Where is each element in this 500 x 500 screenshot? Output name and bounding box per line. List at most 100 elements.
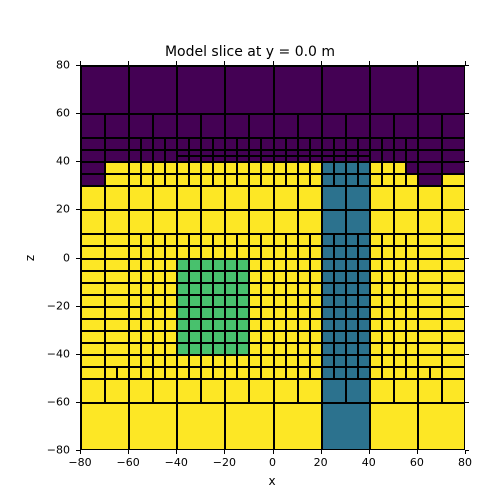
grid-cell: [346, 162, 358, 174]
grid-cell: [418, 162, 442, 174]
grid-cell: [406, 259, 418, 271]
grid-cell: [346, 114, 370, 138]
y-tick: [465, 113, 469, 114]
grid-cell: [274, 307, 286, 319]
y-tick: [76, 450, 80, 451]
grid-cell: [274, 246, 286, 258]
grid-cell: [105, 174, 129, 186]
grid-cell: [189, 283, 201, 295]
grid-cell: [201, 355, 213, 367]
grid-cell: [165, 307, 177, 319]
grid-cell: [370, 283, 382, 295]
x-tick-label: −40: [165, 456, 188, 469]
grid-cell: [105, 186, 129, 210]
y-tick: [465, 354, 469, 355]
x-tick-label: 20: [314, 456, 328, 469]
grid-cell: [370, 367, 382, 379]
grid-cell: [310, 234, 322, 246]
grid-cell: [81, 66, 129, 114]
grid-cell: [310, 319, 322, 331]
grid-cell: [225, 295, 237, 307]
grid-cell: [165, 355, 177, 367]
grid-cell: [418, 114, 442, 138]
y-tick: [465, 450, 469, 451]
grid-cell: [310, 162, 322, 174]
grid-cell: [358, 319, 370, 331]
grid-cell: [81, 114, 105, 138]
grid-cell: [201, 162, 213, 174]
grid-cell: [406, 271, 418, 283]
grid-cell: [261, 259, 273, 271]
grid-cell: [177, 331, 189, 343]
grid-cell: [394, 283, 406, 295]
grid-cell: [189, 162, 201, 174]
y-tick-label: 20: [30, 203, 70, 216]
grid-cell: [334, 307, 346, 319]
grid-cell: [394, 162, 406, 174]
grid-cell: [298, 367, 310, 379]
grid-cell: [201, 295, 213, 307]
grid-cell: [261, 367, 273, 379]
grid-cell: [129, 186, 153, 210]
grid-cell: [129, 355, 141, 367]
grid-cell: [165, 138, 177, 150]
grid-cell: [382, 343, 394, 355]
grid-cell: [177, 210, 201, 234]
grid-cell: [346, 138, 358, 150]
grid-cell: [261, 162, 273, 174]
grid-cell: [322, 367, 334, 379]
grid-cell: [165, 319, 177, 331]
grid-cell: [418, 138, 442, 150]
grid-cell: [177, 283, 189, 295]
x-tick: [321, 61, 322, 65]
grid-cell: [129, 283, 141, 295]
grid-cell: [189, 138, 201, 150]
grid-cell: [201, 138, 213, 150]
grid-cell: [274, 343, 286, 355]
grid-cell: [442, 355, 465, 367]
grid-cell: [286, 295, 298, 307]
grid-cell: [189, 295, 201, 307]
grid-cell: [153, 379, 177, 403]
grid-cell: [165, 150, 177, 162]
grid-cell: [165, 295, 177, 307]
grid-cell: [105, 150, 129, 162]
grid-cell: [394, 246, 406, 258]
grid-cell: [442, 295, 465, 307]
grid-cell: [430, 367, 442, 379]
grid-cell: [370, 234, 382, 246]
grid-cell: [310, 138, 322, 150]
grid-cell: [418, 403, 465, 450]
grid-cell: [322, 307, 334, 319]
grid-cell: [81, 319, 105, 331]
y-tick: [465, 306, 469, 307]
grid-cell: [322, 259, 334, 271]
x-tick: [417, 61, 418, 65]
grid-cell: [274, 138, 286, 150]
grid-cell: [274, 114, 298, 138]
grid-cell: [370, 162, 382, 174]
grid-cell: [165, 162, 177, 174]
grid-cell: [322, 186, 346, 210]
grid-cell: [81, 271, 105, 283]
grid-cell: [274, 355, 286, 367]
grid-cell: [418, 355, 442, 367]
x-tick-label: 40: [362, 456, 376, 469]
grid-cell: [394, 234, 406, 246]
grid-cell: [358, 283, 370, 295]
grid-cell: [322, 174, 334, 186]
grid-cell: [237, 271, 249, 283]
grid-cell: [81, 186, 105, 210]
grid-cell: [358, 271, 370, 283]
grid-cell: [418, 234, 442, 246]
grid-cell: [141, 246, 153, 258]
grid-cell: [394, 138, 406, 150]
grid-cell: [141, 283, 153, 295]
grid-cell: [117, 367, 129, 379]
axes-area: [80, 65, 465, 450]
grid-cell: [213, 271, 225, 283]
grid-cell: [358, 367, 370, 379]
grid-cell: [225, 271, 237, 283]
grid-cell: [406, 246, 418, 258]
grid-cell: [394, 319, 406, 331]
